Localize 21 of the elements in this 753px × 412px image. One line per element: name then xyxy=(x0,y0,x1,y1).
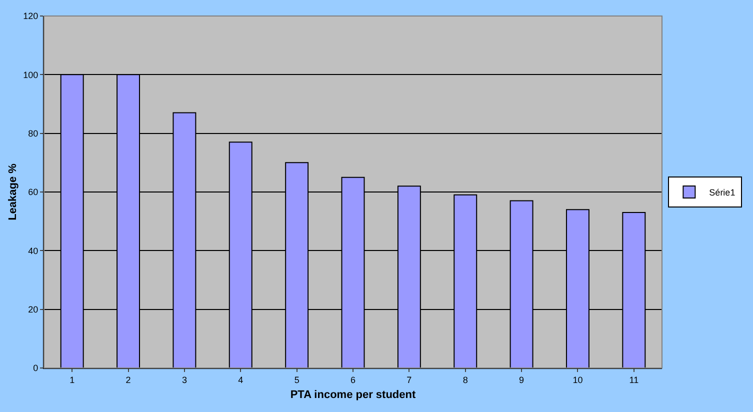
y-tick-label: 0 xyxy=(33,363,38,374)
x-tick-label: 6 xyxy=(350,374,356,385)
x-tick-label: 11 xyxy=(629,374,639,385)
y-tick-label: 60 xyxy=(28,187,38,198)
x-tick-label: 3 xyxy=(182,374,187,385)
x-tick-label: 7 xyxy=(406,374,412,385)
x-tick-label: 8 xyxy=(462,374,468,385)
x-tick-label: 4 xyxy=(238,374,244,385)
y-axis-title: Leakage % xyxy=(6,163,19,220)
y-tick-label: 20 xyxy=(28,304,38,314)
y-tick-label: 100 xyxy=(23,70,38,80)
x-tick-label: 9 xyxy=(519,374,524,385)
y-tick-label: 40 xyxy=(28,246,38,256)
x-axis-title: PTA income per student xyxy=(290,389,416,401)
x-tick-label: 5 xyxy=(294,374,300,385)
x-tick-label: 2 xyxy=(126,374,131,385)
x-tick-label: 10 xyxy=(572,374,583,385)
y-tick-label: 80 xyxy=(28,128,38,138)
x-tick-label: 1 xyxy=(70,374,75,385)
y-tick-label: 120 xyxy=(23,11,38,22)
legend-label: Série1 xyxy=(709,188,736,198)
